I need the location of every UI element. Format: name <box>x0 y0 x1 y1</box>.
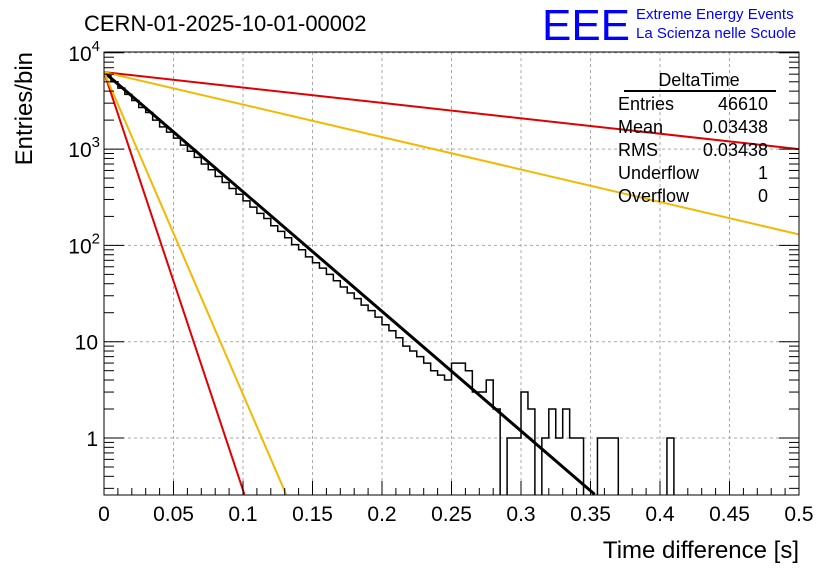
x-tick-label: 0.35 <box>570 503 611 526</box>
logo-line2: La Scienza nelle Scuole <box>636 25 796 42</box>
logo-text: EEE <box>542 1 630 50</box>
line-fit <box>104 70 596 495</box>
chart-title: CERN-01-2025-10-01-00002 <box>84 11 367 36</box>
stats-box: DeltaTime Entries 46610 Mean 0.03438 RMS 0.034… <box>618 70 776 206</box>
line-yellow-shallow <box>104 71 799 236</box>
y-tick-label: 103 <box>68 134 100 162</box>
stats-label: Underflow <box>618 163 700 183</box>
x-tick-label: 0.15 <box>292 503 333 526</box>
eee-logo: EEE Extreme Energy Events La Scienza nel… <box>542 1 796 50</box>
stats-title: DeltaTime <box>658 70 739 90</box>
x-tick-label: 0.05 <box>153 503 194 526</box>
stats-value: 0 <box>758 186 768 206</box>
stats-label: Entries <box>618 94 674 114</box>
stats-label: Overflow <box>618 186 690 206</box>
y-axis-label: Entries/bin <box>11 52 38 165</box>
histogram-step <box>104 74 675 495</box>
x-axis: 0 0.05 0.1 0.15 0.2 0.25 0.3 0.35 0.4 0.45 0.5 <box>98 481 814 526</box>
x-tick-label: 0.1 <box>228 503 257 526</box>
logo-line1: Extreme Energy Events <box>636 6 794 23</box>
stats-label: RMS <box>618 140 658 160</box>
stats-value: 46610 <box>718 94 768 114</box>
line-red-steep <box>104 71 246 495</box>
x-tick-label: 0.25 <box>431 503 472 526</box>
grid <box>104 52 799 495</box>
stats-value: 0.03438 <box>703 140 768 160</box>
y-tick-label: 10 <box>75 332 98 355</box>
x-tick-label: 0.45 <box>709 503 750 526</box>
line-yellow-steep <box>104 71 288 495</box>
x-tick-label: 0 <box>98 503 110 526</box>
stats-value: 1 <box>758 163 768 183</box>
y-tick-label: 1 <box>86 428 98 451</box>
x-axis-label: Time difference [s] <box>603 537 799 564</box>
stats-value: 0.03438 <box>703 117 768 137</box>
y-tick-label: 102 <box>68 230 100 258</box>
x-tick-label: 0.2 <box>367 503 396 526</box>
line-red-shallow <box>104 71 799 151</box>
stats-label: Mean <box>618 117 663 137</box>
y-tick-label: 104 <box>68 38 100 66</box>
x-tick-label: 0.3 <box>506 503 535 526</box>
x-tick-label: 0.4 <box>645 503 675 526</box>
x-tick-label: 0.5 <box>784 503 813 526</box>
